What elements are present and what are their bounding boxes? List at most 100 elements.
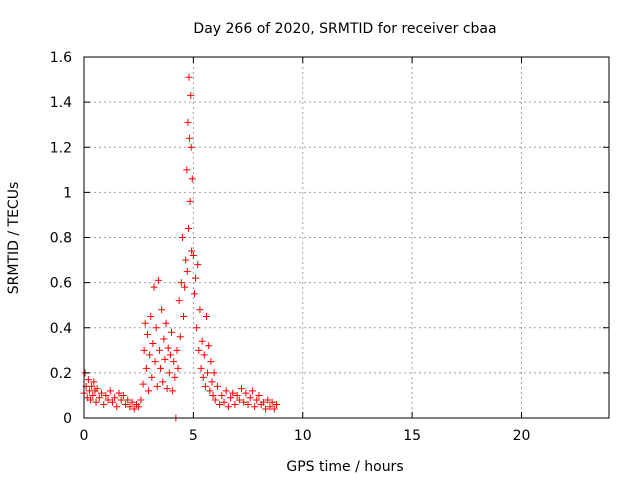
data-point (177, 279, 185, 287)
data-point (205, 342, 213, 350)
y-tick-label: 0.8 (50, 231, 72, 247)
x-axis-title: GPS time / hours (286, 459, 403, 475)
y-tick-label: 0.4 (50, 321, 72, 337)
data-point (193, 324, 201, 332)
data-point (192, 274, 200, 282)
data-point (224, 403, 232, 411)
data-point (111, 394, 119, 402)
data-point (178, 234, 186, 241)
data-point (246, 394, 254, 402)
data-point (218, 391, 226, 399)
y-tick-label: 1 (63, 185, 72, 201)
data-point (154, 276, 162, 284)
y-tick-label: 1.2 (50, 140, 72, 156)
data-point (93, 385, 101, 393)
data-point (188, 175, 196, 183)
data-point (162, 319, 170, 327)
data-point (159, 378, 167, 386)
data-point (95, 394, 103, 402)
y-tick-label: 0.2 (50, 366, 72, 382)
data-point (268, 398, 276, 406)
data-point (185, 134, 193, 142)
data-point (175, 297, 183, 305)
chart-title: Day 266 of 2020, SRMTID for receiver cba… (193, 21, 496, 37)
data-point (227, 394, 235, 402)
data-point (264, 396, 272, 404)
data-point (119, 391, 127, 399)
x-tick-label: 10 (294, 428, 312, 444)
data-point (152, 324, 160, 332)
data-point (102, 391, 110, 399)
data-point (106, 387, 114, 395)
data-point (233, 391, 241, 399)
data-point (150, 283, 158, 291)
data-point (195, 346, 203, 354)
x-tick-label: 20 (513, 428, 531, 444)
data-point (87, 396, 95, 404)
data-point (197, 364, 205, 372)
data-point (201, 382, 209, 390)
data-point (190, 290, 198, 298)
data-point (169, 387, 177, 395)
data-point (171, 373, 179, 381)
data-point (266, 403, 274, 411)
data-point (196, 306, 204, 314)
data-points (80, 73, 280, 422)
data-point (270, 405, 278, 413)
data-point (262, 405, 270, 413)
data-point (164, 344, 172, 352)
data-point (84, 376, 92, 384)
data-point (216, 400, 224, 408)
data-point (199, 373, 207, 381)
data-point (104, 396, 112, 404)
data-point (126, 403, 134, 411)
data-point (181, 283, 189, 291)
data-point (187, 143, 195, 151)
data-point (115, 389, 123, 397)
data-point (235, 396, 243, 404)
data-point (222, 387, 230, 395)
data-point (163, 385, 171, 393)
data-point (124, 396, 132, 404)
data-point (117, 396, 125, 404)
data-point (174, 364, 182, 372)
data-point (189, 252, 197, 260)
data-point (130, 405, 138, 413)
data-point (168, 328, 175, 336)
data-point (122, 400, 130, 408)
data-point (141, 319, 149, 327)
data-point (135, 403, 143, 411)
data-point (173, 346, 181, 354)
data-point (207, 358, 215, 366)
data-point (89, 391, 97, 399)
ticks (83, 56, 609, 419)
data-point (113, 403, 121, 411)
data-point (145, 387, 153, 395)
data-point (210, 369, 218, 377)
data-point (180, 312, 188, 320)
y-tick-label: 1.4 (50, 95, 72, 111)
data-point (244, 400, 252, 408)
data-point (206, 387, 214, 395)
data-point (213, 382, 221, 390)
grid (84, 57, 609, 418)
data-point (100, 400, 108, 408)
data-point (198, 337, 206, 345)
data-point (140, 346, 148, 354)
data-point (153, 382, 161, 390)
data-point (209, 391, 217, 399)
x-tick-label: 0 (80, 428, 89, 444)
data-point (231, 400, 239, 408)
data-point (165, 369, 173, 377)
data-point (259, 398, 267, 406)
x-tick-label: 5 (189, 428, 198, 444)
y-tick-label: 1.6 (50, 50, 72, 66)
data-point (273, 400, 280, 408)
data-point (255, 391, 263, 399)
data-point (220, 398, 228, 406)
data-point (143, 331, 151, 339)
data-point (251, 403, 259, 411)
data-point (151, 358, 159, 366)
data-point (139, 380, 147, 388)
